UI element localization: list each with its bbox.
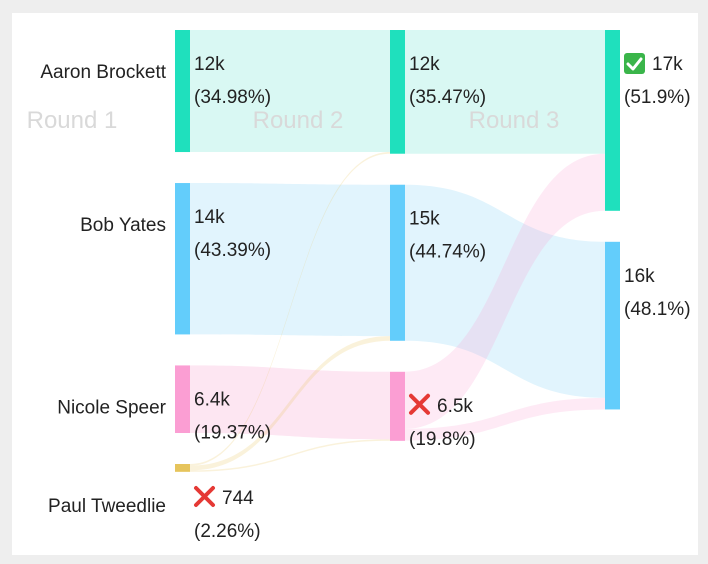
- value-label-nicole-speer-round-1: 6.4k: [194, 389, 230, 410]
- cross-mark-icon: [409, 393, 430, 415]
- sankey-chart: Round 1 Round 2 Round 3 Aaron Brockett Bob Y…: [27, 30, 691, 542]
- node-aaron-brockett-round-1: [175, 30, 190, 153]
- node-nicole-speer-round-1: [175, 365, 190, 434]
- value-label-aaron-brockett-round-2: 12k: [409, 54, 440, 75]
- value-label-aaron-brockett-round-1: 12k: [194, 54, 225, 75]
- flow-aaron-brockett-to-aaron-brockett-r2: [405, 30, 605, 154]
- percent-label-aaron-brockett-round-2: (35.47%): [409, 87, 486, 108]
- value-label-bob-yates-round-2: 15k: [409, 209, 440, 230]
- percent-label-aaron-brockett-round-3: (51.9%): [624, 87, 691, 108]
- flow-paul-tweedlie-to-bob-yates-r1: [190, 336, 390, 471]
- round-label-2: Round 2: [253, 107, 344, 134]
- value-label-nicole-speer-round-2: 6.5k: [437, 396, 473, 417]
- flow-paul-tweedlie-to-aaron-brockett-r1: [190, 152, 390, 466]
- round-label-3: Round 3: [469, 107, 560, 134]
- node-nicole-speer-round-2: [390, 371, 405, 441]
- flow-paul-tweedlie-to-nicole-speer-r1: [190, 439, 390, 472]
- candidate-name-paul-tweedlie: Paul Tweedlie: [48, 496, 166, 517]
- labels: Round 1 Round 2 Round 3 Aaron Brockett Bob Y…: [27, 53, 691, 542]
- value-label-paul-tweedlie-round-1: 744: [222, 488, 254, 509]
- node-bob-yates-round-1: [175, 183, 190, 335]
- chart-card: Round 1 Round 2 Round 3 Aaron Brockett Bob Y…: [12, 13, 698, 555]
- candidate-name-aaron-brockett: Aaron Brockett: [40, 62, 166, 83]
- node-bob-yates-round-3: [605, 241, 620, 410]
- flow-aaron-brockett-to-aaron-brockett-r1: [190, 30, 390, 153]
- percent-label-bob-yates-round-2: (44.74%): [409, 242, 486, 263]
- value-label-bob-yates-round-1: 14k: [194, 207, 225, 228]
- value-label-bob-yates-round-3: 16k: [624, 266, 655, 287]
- node-aaron-brockett-round-2: [390, 30, 405, 154]
- percent-label-bob-yates-round-1: (43.39%): [194, 240, 271, 261]
- percent-label-paul-tweedlie-round-1: (2.26%): [194, 521, 261, 542]
- percent-label-nicole-speer-round-1: (19.37%): [194, 422, 271, 443]
- flow-nicole-speer-to-aaron-brockett-r2: [405, 153, 605, 429]
- percent-label-aaron-brockett-round-1: (34.98%): [194, 87, 271, 108]
- flow-nicole-speer-to-nicole-speer-r1: [190, 365, 390, 440]
- percent-label-bob-yates-round-3: (48.1%): [624, 299, 691, 320]
- cross-mark-icon-glyph: [194, 486, 215, 508]
- check-mark-icon: [624, 53, 645, 74]
- round-label-1: Round 1: [27, 107, 118, 134]
- node-bob-yates-round-2: [390, 184, 405, 341]
- cross-mark-icon: [194, 486, 215, 508]
- flow-links: [190, 30, 605, 472]
- node-paul-tweedlie-round-1: [175, 464, 190, 472]
- percent-label-nicole-speer-round-2: (19.8%): [409, 429, 476, 450]
- flow-bob-yates-to-bob-yates-r2: [405, 184, 605, 398]
- node-aaron-brockett-round-3: [605, 30, 620, 211]
- flow-bob-yates-to-bob-yates-r1: [190, 183, 390, 337]
- flow-nicole-speer-to-bob-yates-r2: [405, 397, 605, 441]
- check-mark-icon-glyph: [626, 57, 643, 71]
- candidate-name-bob-yates: Bob Yates: [80, 215, 166, 236]
- candidate-name-nicole-speer: Nicole Speer: [57, 397, 166, 418]
- node-bars: [175, 30, 620, 472]
- value-label-aaron-brockett-round-3: 17k: [652, 54, 683, 75]
- cross-mark-icon-glyph: [409, 393, 430, 415]
